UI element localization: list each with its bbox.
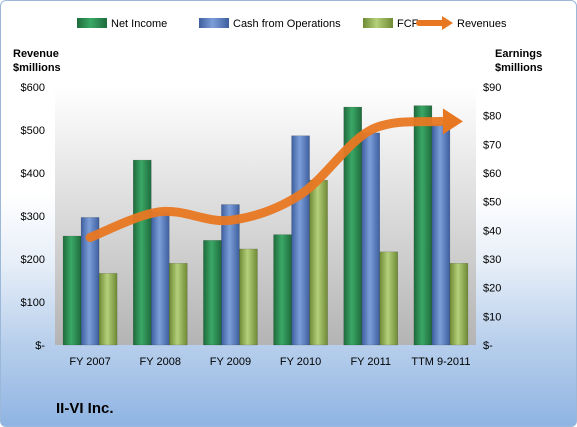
bar-net-income xyxy=(133,159,152,346)
bar-fcf xyxy=(379,251,398,346)
legend-swatch-net-income xyxy=(77,18,107,28)
company-title: II-VI Inc. xyxy=(56,400,114,417)
right-axis-title-line2: $millions xyxy=(495,62,543,74)
bar-net-income xyxy=(273,234,292,346)
bar-net-income xyxy=(203,240,222,346)
bar-cash-ops xyxy=(151,211,170,346)
legend-label-net-income: Net Income xyxy=(111,18,167,30)
bar-fcf xyxy=(239,248,258,346)
legend-label-cash-ops: Cash from Operations xyxy=(233,18,341,30)
legend-arrow-revenues xyxy=(442,16,453,30)
right-tick-label: $90 xyxy=(483,82,501,94)
right-tick-label: $20 xyxy=(483,283,501,295)
left-tick-label: $300 xyxy=(21,211,45,223)
left-tick-label: $200 xyxy=(21,254,45,266)
revenue-line-layer xyxy=(85,108,463,242)
left-tick-label: $500 xyxy=(21,125,45,137)
right-tick-label: $70 xyxy=(483,139,501,151)
right-tick-label: $60 xyxy=(483,168,501,180)
left-axis-title-line1: Revenue xyxy=(13,48,59,60)
bar-cash-ops xyxy=(221,204,240,346)
bar-net-income xyxy=(62,235,82,346)
bar-net-income xyxy=(413,105,433,346)
left-tick-label: $600 xyxy=(21,82,45,94)
right-tick-label: $80 xyxy=(483,111,501,123)
bar-fcf xyxy=(309,179,328,346)
legend-label-revenues: Revenues xyxy=(457,18,507,30)
bar-cash-ops xyxy=(431,124,451,346)
category-label: FY 2007 xyxy=(69,356,110,368)
category-label: FY 2008 xyxy=(140,356,181,368)
revenue-line xyxy=(85,116,446,242)
right-tick-label: $40 xyxy=(483,225,501,237)
right-tick-label: $10 xyxy=(483,311,501,323)
right-tick-label: $- xyxy=(483,340,493,352)
bars-layer xyxy=(62,105,469,346)
right-tick-label: $30 xyxy=(483,254,501,266)
right-axis-title-line1: Earnings xyxy=(495,48,542,60)
legend-swatch-fcf xyxy=(363,18,393,28)
right-tick-label: $50 xyxy=(483,197,501,209)
ticks-layer: $- $100 $200 $300 $400 $500 $600 $- $10 $20 $30 $40… xyxy=(21,82,502,368)
category-label: FY 2010 xyxy=(280,356,321,368)
category-label: TTM 9-2011 xyxy=(411,356,470,368)
bar-cash-ops xyxy=(291,135,310,346)
legend: Net Income Cash from Operations FCF Reve… xyxy=(77,16,507,30)
left-tick-label: $100 xyxy=(21,297,45,309)
bar-cash-ops xyxy=(361,132,380,346)
bar-fcf xyxy=(449,263,469,346)
category-label: FY 2011 xyxy=(350,356,391,368)
revenue-line-arrowhead xyxy=(442,108,463,135)
left-axis-title-line2: $millions xyxy=(13,62,61,74)
bar-fcf xyxy=(169,263,188,346)
left-tick-label: $400 xyxy=(21,168,45,180)
legend-swatch-cash-ops xyxy=(199,18,229,28)
bar-fcf xyxy=(98,273,118,346)
legend-label-fcf: FCF xyxy=(397,18,419,30)
category-label: FY 2009 xyxy=(210,356,251,368)
left-tick-label: $- xyxy=(35,340,45,352)
